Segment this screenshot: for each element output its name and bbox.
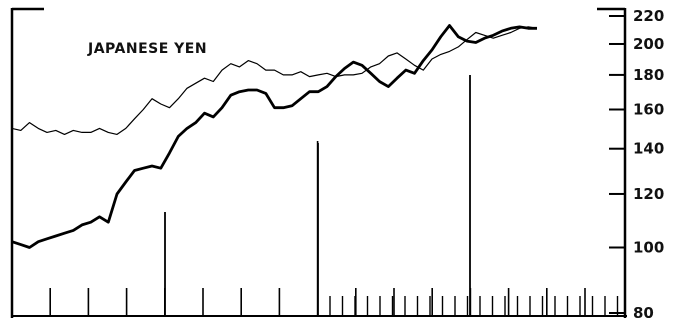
y-tick-label: 140 <box>633 140 664 158</box>
y-tick-label: 80 <box>633 304 654 320</box>
series-line-thin <box>11 26 538 135</box>
y-tick-label: 180 <box>633 66 664 84</box>
volume-bars <box>49 75 619 316</box>
plot-frame <box>10 7 627 318</box>
series-lines <box>11 24 538 249</box>
series-line-thick <box>11 24 537 249</box>
y-tick-label: 220 <box>633 7 664 25</box>
y-ticks: 220 200 180 160 140 120 100 80 <box>609 7 664 320</box>
y-tick-label: 100 <box>633 238 664 256</box>
y-tick-label: 160 <box>633 100 664 118</box>
chart-title: JAPANESE YEN <box>87 41 207 57</box>
y-tick-label: 120 <box>633 185 664 203</box>
y-tick-label: 200 <box>633 35 664 53</box>
